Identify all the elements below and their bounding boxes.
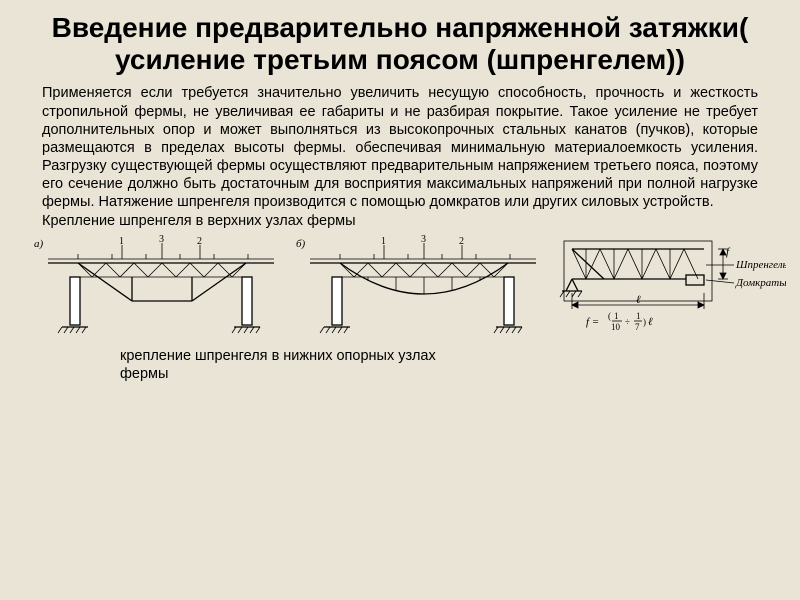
diagram-b-mark-2: 3: [421, 235, 426, 245]
cutoff-line: Крепление шпренгеля в верхних узлах ферм…: [0, 211, 800, 229]
jack-label: Домкраты: [735, 277, 786, 289]
caption-line-1: крепление шпренгеля в нижних опорных узл…: [120, 348, 436, 364]
diagram-row: а): [0, 229, 800, 335]
diagram-a-label: а): [34, 238, 44, 250]
svg-text:): ): [643, 317, 646, 327]
caption-line-2: фермы: [120, 366, 168, 382]
svg-text:÷: ÷: [625, 317, 630, 327]
diagram-b-mark-1: 1: [381, 236, 386, 247]
body-paragraph: Применяется если требуется значительно у…: [0, 84, 800, 211]
svg-text:ℓ: ℓ: [648, 316, 653, 328]
diagram-a: а): [32, 235, 284, 335]
diagram-b-mark-3: 2: [459, 236, 464, 247]
formula: f = ( 1 10 ÷ 1 7 ) ℓ: [586, 311, 653, 332]
diagram-a-mark-2: 3: [159, 235, 164, 245]
f-dim-label: f: [726, 246, 731, 258]
svg-text:1: 1: [636, 311, 641, 321]
diagram-right: Шпренгель Домкраты f ℓ f =: [556, 235, 786, 335]
diagram-a-mark-1: 1: [119, 236, 124, 247]
sprengel-label: Шпренгель: [735, 259, 786, 271]
page-title: Введение предварительно напряженной затя…: [0, 0, 800, 84]
diagram-b-label: б): [296, 238, 306, 250]
caption: крепление шпренгеля в нижних опорных узл…: [0, 335, 800, 383]
svg-text:7: 7: [635, 322, 640, 332]
span-label: ℓ: [636, 294, 641, 306]
svg-text:10: 10: [611, 322, 621, 332]
svg-text:f =: f =: [586, 316, 599, 328]
svg-text:(: (: [608, 311, 611, 321]
diagram-b: б): [294, 235, 546, 335]
svg-text:1: 1: [614, 311, 619, 321]
diagram-a-mark-3: 2: [197, 236, 202, 247]
